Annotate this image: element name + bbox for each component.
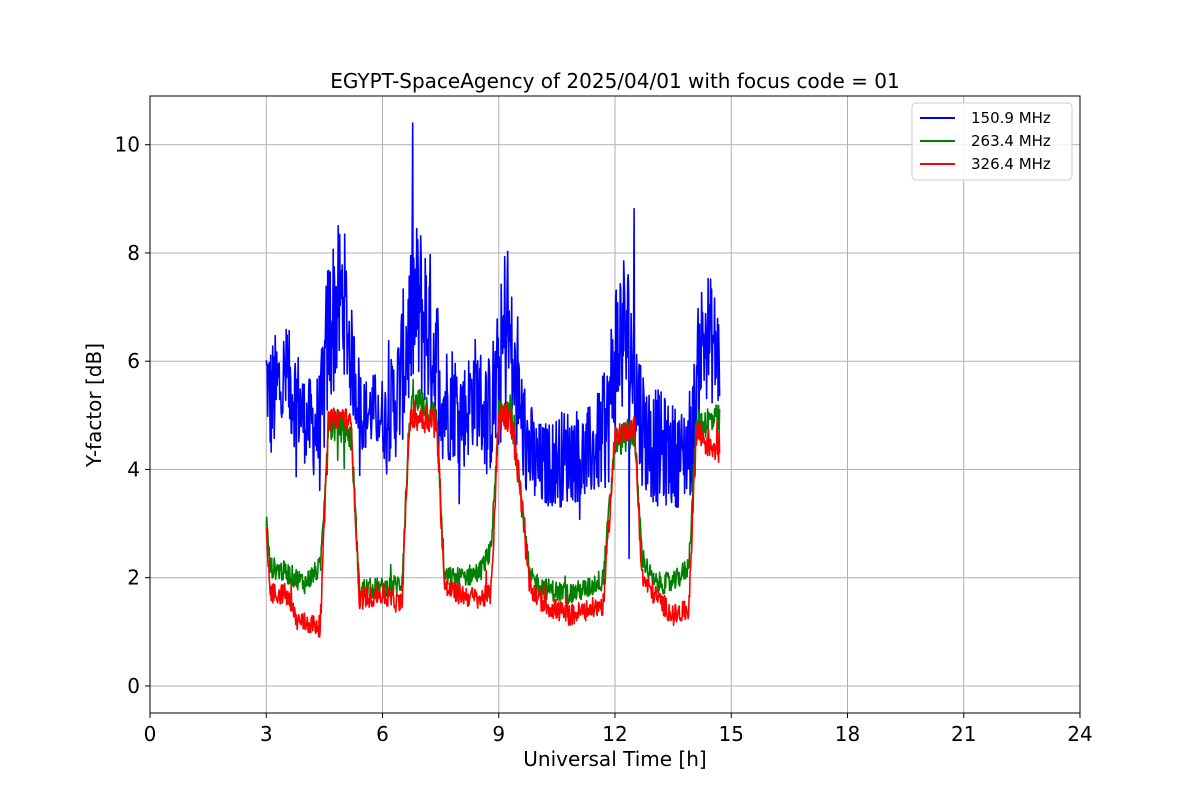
x-tick-label: 15 <box>719 722 744 746</box>
x-tick-label: 0 <box>144 722 157 746</box>
legend: 150.9 MHz 263.4 MHz 326.4 MHz <box>911 102 1073 181</box>
y-tick-label: 4 <box>127 457 140 481</box>
y-tick-label: 0 <box>127 674 140 698</box>
x-tick-label: 12 <box>602 722 627 746</box>
legend-label: 263.4 MHz <box>971 132 1051 150</box>
legend-box <box>911 102 1073 181</box>
y-tick-label: 2 <box>127 566 140 590</box>
series-layer <box>265 122 721 638</box>
x-axis-title: Universal Time [h] <box>523 747 706 771</box>
y-tick-label: 6 <box>127 349 140 373</box>
x-tick-label: 9 <box>492 722 505 746</box>
x-tick-label: 18 <box>835 722 860 746</box>
legend-label: 326.4 MHz <box>971 155 1051 173</box>
series-line-3 <box>265 400 721 638</box>
x-tick-label: 3 <box>260 722 273 746</box>
x-tick-label: 24 <box>1067 722 1092 746</box>
y-tick-label: 10 <box>115 133 140 157</box>
x-tick-label: 6 <box>376 722 389 746</box>
y-tick-label: 8 <box>127 241 140 265</box>
x-tick-label: 21 <box>951 722 976 746</box>
series-line-1 <box>265 122 721 560</box>
series-line-2 <box>265 378 721 605</box>
legend-label: 150.9 MHz <box>971 109 1051 127</box>
chart-title: EGYPT-SpaceAgency of 2025/04/01 with foc… <box>330 69 899 93</box>
y-axis-title: Y-factor [dB] <box>82 343 106 468</box>
